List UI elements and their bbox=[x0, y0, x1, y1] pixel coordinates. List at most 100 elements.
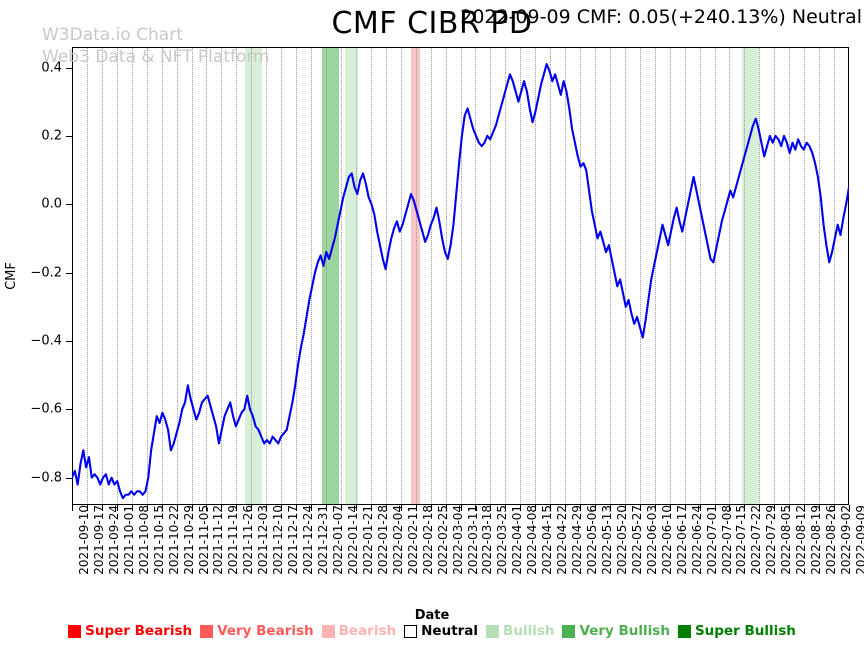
x-tick-label: 2022-02-18 bbox=[420, 505, 435, 575]
x-tick-label: 2021-12-24 bbox=[301, 505, 316, 575]
watermark-line-1: W3Data.io Chart bbox=[42, 25, 183, 45]
legend-item-bearish[interactable]: Bearish bbox=[321, 623, 397, 639]
x-tick-mark bbox=[415, 505, 417, 511]
legend-label: Neutral bbox=[421, 623, 479, 639]
x-tick-mark bbox=[251, 505, 253, 511]
gridline bbox=[729, 47, 731, 505]
x-tick-mark bbox=[176, 505, 178, 511]
x-tick-mark bbox=[326, 505, 328, 511]
legend: Super Bearish Very Bearish Bearish Neutral B… bbox=[0, 623, 864, 639]
x-tick-mark bbox=[744, 505, 746, 511]
legend-item-very-bullish[interactable]: Very Bullish bbox=[562, 623, 670, 639]
gridline bbox=[639, 47, 641, 505]
gridline bbox=[759, 47, 761, 505]
gridline bbox=[684, 47, 686, 505]
x-tick-mark bbox=[385, 505, 387, 511]
y-tick-mark bbox=[66, 135, 72, 137]
gridline bbox=[385, 47, 387, 505]
x-tick-label: 2021-11-05 bbox=[196, 505, 211, 575]
x-tick-label: 2022-03-18 bbox=[480, 505, 495, 575]
gridline bbox=[669, 47, 671, 505]
legend-item-neutral[interactable]: Neutral bbox=[404, 623, 478, 639]
legend-swatch-icon bbox=[677, 624, 691, 638]
gridline bbox=[520, 47, 522, 505]
cmf-line-series bbox=[72, 63, 849, 500]
x-tick-label: 2021-10-01 bbox=[121, 505, 136, 575]
x-tick-mark bbox=[580, 505, 582, 511]
x-tick-mark bbox=[311, 505, 313, 511]
legend-label: Very Bullish bbox=[579, 623, 670, 639]
state-band-bullish bbox=[742, 47, 760, 505]
legend-label: Bearish bbox=[338, 623, 397, 639]
x-tick-label: 2022-03-04 bbox=[450, 505, 465, 575]
gridline bbox=[699, 47, 701, 505]
legend-item-super-bullish[interactable]: Super Bullish bbox=[677, 623, 796, 639]
legend-item-super-bearish[interactable]: Super Bearish bbox=[68, 623, 192, 639]
legend-item-very-bearish[interactable]: Very Bearish bbox=[200, 623, 314, 639]
x-tick-mark bbox=[594, 505, 596, 511]
x-tick-mark bbox=[206, 505, 208, 511]
gridline bbox=[86, 47, 88, 505]
x-tick-mark bbox=[669, 505, 671, 511]
x-tick-mark bbox=[624, 505, 626, 511]
gridline bbox=[281, 47, 283, 505]
gridline bbox=[221, 47, 223, 505]
watermark: W3Data.io Chart Web3 Data & NFT Platform bbox=[42, 24, 270, 68]
y-tick-mark bbox=[66, 204, 72, 206]
x-tick-label: 2022-04-01 bbox=[510, 505, 525, 575]
x-tick-label: 2022-04-29 bbox=[570, 505, 585, 575]
watermark-line-2: Web3 Data & NFT Platform bbox=[42, 47, 270, 67]
x-tick-label: 2022-08-19 bbox=[809, 505, 824, 575]
state-band-bullish bbox=[345, 47, 359, 505]
x-tick-label: 2021-12-03 bbox=[256, 505, 271, 575]
x-tick-label: 2022-02-04 bbox=[390, 505, 405, 575]
x-tick-label: 2022-06-24 bbox=[689, 505, 704, 575]
legend-item-bullish[interactable]: Bullish bbox=[486, 623, 554, 639]
x-tick-mark bbox=[445, 505, 447, 511]
x-tick-mark bbox=[296, 505, 298, 511]
gridline bbox=[355, 47, 357, 505]
y-axis-label: CMF bbox=[4, 262, 19, 290]
x-tick-mark bbox=[281, 505, 283, 511]
gridline bbox=[580, 47, 582, 505]
x-tick-label: 2022-01-21 bbox=[360, 505, 375, 575]
x-tick-mark bbox=[639, 505, 641, 511]
gridline bbox=[161, 47, 163, 505]
x-tick-label: 2022-07-01 bbox=[704, 505, 719, 575]
gridline bbox=[176, 47, 178, 505]
gridline bbox=[819, 47, 821, 505]
x-tick-label: 2021-09-24 bbox=[106, 505, 121, 575]
gridline bbox=[116, 47, 118, 505]
x-tick-mark bbox=[146, 505, 148, 511]
x-tick-label: 2022-01-14 bbox=[345, 505, 360, 575]
gridline bbox=[400, 47, 402, 505]
gridline bbox=[266, 47, 268, 505]
x-tick-label: 2022-09-09 bbox=[854, 505, 864, 575]
gridline bbox=[191, 47, 193, 505]
gridline bbox=[415, 47, 417, 505]
legend-swatch-icon bbox=[321, 624, 335, 638]
y-tick-label: −0.4 bbox=[30, 333, 62, 349]
gridline bbox=[505, 47, 507, 505]
x-tick-label: 2021-12-31 bbox=[316, 505, 331, 575]
x-tick-mark bbox=[355, 505, 357, 511]
x-tick-mark bbox=[131, 505, 133, 511]
x-tick-mark bbox=[266, 505, 268, 511]
y-tick-mark bbox=[66, 409, 72, 411]
x-tick-label: 2022-08-26 bbox=[824, 505, 839, 575]
x-tick-mark bbox=[565, 505, 567, 511]
gridline bbox=[101, 47, 103, 505]
gridline bbox=[565, 47, 567, 505]
gridline bbox=[251, 47, 253, 505]
x-tick-mark bbox=[654, 505, 656, 511]
x-tick-mark bbox=[221, 505, 223, 511]
gridline bbox=[460, 47, 462, 505]
x-tick-mark bbox=[699, 505, 701, 511]
y-tick-mark bbox=[66, 272, 72, 274]
legend-swatch-icon bbox=[486, 624, 500, 638]
x-tick-mark bbox=[535, 505, 537, 511]
gridline bbox=[744, 47, 746, 505]
x-tick-mark bbox=[400, 505, 402, 511]
gridline bbox=[789, 47, 791, 505]
x-tick-label: 2022-08-12 bbox=[794, 505, 809, 575]
